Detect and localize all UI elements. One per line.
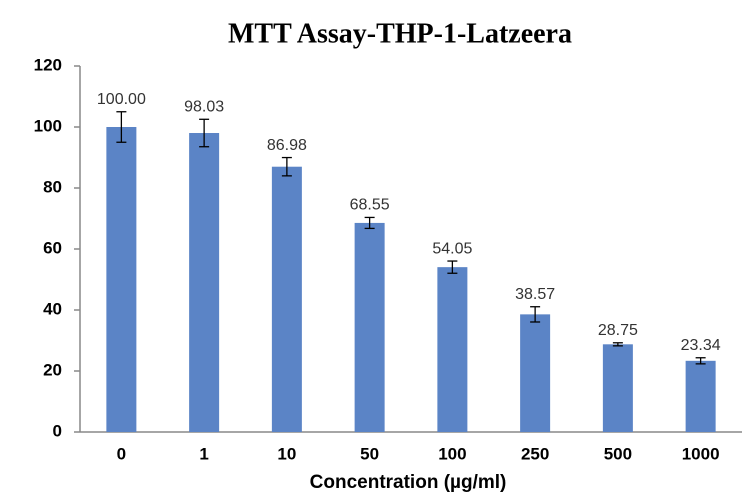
- bar: [437, 267, 468, 432]
- error-bar: [281, 156, 292, 177]
- y-tick-label: 100: [34, 116, 62, 135]
- value-label: 28.75: [598, 322, 638, 339]
- error-bar: [612, 342, 623, 347]
- value-label: 23.34: [681, 337, 721, 354]
- y-tick-label: 20: [43, 360, 62, 379]
- error-bar: [364, 216, 375, 230]
- y-tick-label: 120: [34, 55, 62, 74]
- error-bar: [199, 118, 210, 148]
- x-tick-label: 0: [117, 444, 126, 463]
- value-label: 68.55: [350, 197, 390, 214]
- error-bar: [116, 111, 127, 143]
- x-tick-label: 1000: [682, 444, 720, 463]
- chart-title: MTT Assay-THP-1-Latzeera: [228, 18, 572, 49]
- value-label: 98.03: [184, 99, 224, 116]
- y-tick-label: 0: [53, 421, 62, 440]
- bar: [354, 222, 385, 432]
- error-bar: [695, 357, 706, 365]
- y-tick-label: 80: [43, 177, 62, 196]
- value-label: 38.57: [515, 286, 555, 303]
- value-label: 100.00: [97, 91, 146, 108]
- value-label: 54.05: [432, 240, 472, 257]
- bar: [106, 127, 137, 432]
- y-tick-label: 40: [43, 299, 62, 318]
- error-bar: [447, 260, 458, 274]
- x-tick-label: 500: [604, 444, 632, 463]
- value-label: 86.98: [267, 137, 307, 154]
- bar: [685, 360, 716, 432]
- x-tick-label: 1: [199, 444, 208, 463]
- x-axis-label: Concentration (µg/ml): [310, 472, 507, 493]
- x-tick-label: 100: [438, 444, 466, 463]
- x-tick-label: 250: [521, 444, 549, 463]
- x-tick-label: 10: [277, 444, 296, 463]
- bar: [520, 314, 551, 432]
- bar: [189, 133, 220, 433]
- x-tick-label: 50: [360, 444, 379, 463]
- bar: [602, 344, 633, 432]
- bar: [271, 166, 302, 432]
- y-tick-label: 60: [43, 238, 62, 257]
- error-bar: [530, 306, 541, 323]
